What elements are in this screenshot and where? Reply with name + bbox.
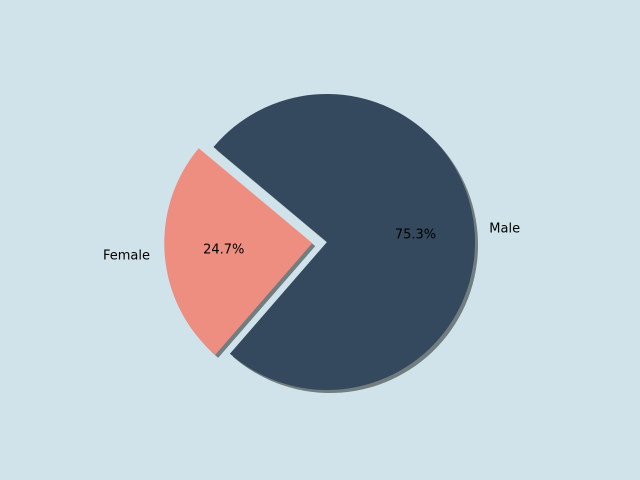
- value-label: 75.3%: [395, 227, 436, 242]
- slice: [213, 94, 475, 391]
- slice-label: Male: [489, 222, 520, 237]
- value-label: 24.7%: [203, 243, 244, 258]
- slice: [164, 148, 313, 355]
- slice-label: Female: [103, 249, 150, 264]
